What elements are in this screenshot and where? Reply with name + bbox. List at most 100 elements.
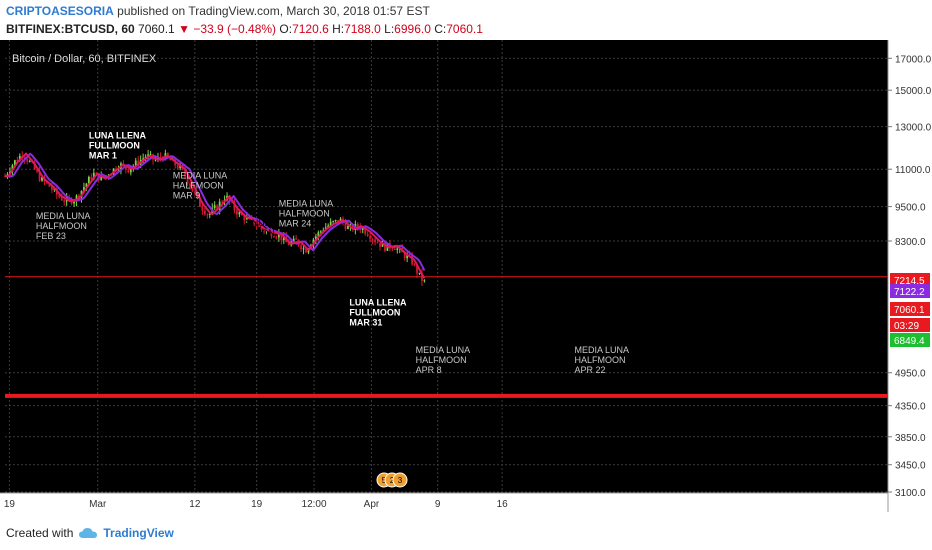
candle-body <box>381 242 384 247</box>
candle-body <box>245 216 248 221</box>
candle-body <box>334 220 337 222</box>
low-label: L: <box>384 22 395 36</box>
annotation-line: NEWMOON <box>226 228 275 238</box>
candle-body <box>184 168 187 177</box>
y-tick-label: 4950.0 <box>895 369 926 380</box>
candle-body <box>48 182 51 187</box>
candle-body <box>273 236 275 238</box>
candle-body <box>391 248 394 250</box>
tradingview-brand[interactable]: TradingView <box>103 526 174 540</box>
candle-body <box>159 156 162 158</box>
candle-body <box>186 176 189 184</box>
chart-title: Bitcoin / Dollar, 60, BITFINEX <box>12 53 157 65</box>
candle-body <box>292 238 295 242</box>
y-tick-label: 4350.0 <box>895 402 926 413</box>
candle-body <box>90 176 93 180</box>
candle-body <box>216 205 219 210</box>
annotation-line: MAR 17 <box>226 238 259 248</box>
y-tick-label: 13000.0 <box>895 123 932 134</box>
annotation-line: MEDIA LUNA <box>36 211 91 221</box>
event-flag-icon[interactable] <box>392 472 408 488</box>
y-tick-label: 3100.0 <box>895 488 926 499</box>
candle-body <box>366 233 369 236</box>
candle-body <box>238 211 241 215</box>
price-marker-bg <box>890 284 930 298</box>
candle-body <box>218 201 221 210</box>
candle-body <box>203 210 206 215</box>
candle-body <box>189 183 191 188</box>
price-marker-label: 6849.4 <box>894 336 925 347</box>
candle-body <box>369 235 372 239</box>
annotation-line: MAR 31 <box>349 317 382 327</box>
y-tick-label: 15000.0 <box>895 86 932 97</box>
down-arrow-icon: ▼ <box>178 22 190 36</box>
candle-body <box>423 280 426 282</box>
x-tick-label: 19 <box>251 499 263 510</box>
price-marker-label: 7122.2 <box>894 287 925 298</box>
candle-body <box>63 200 66 202</box>
candle-body <box>317 232 320 237</box>
candle-body <box>243 215 246 221</box>
candle-body <box>194 191 196 194</box>
candle-body <box>60 197 63 201</box>
candle-body <box>28 161 31 163</box>
low-value: 6996.0 <box>394 22 431 36</box>
candle-body <box>319 231 322 233</box>
candle-body <box>206 214 209 216</box>
candle-body <box>142 158 145 160</box>
x-tick-label: 12:00 <box>302 499 327 510</box>
candle-body <box>371 238 374 240</box>
author-link[interactable]: CRIPTOASESORIA <box>6 4 114 18</box>
y-tick-label: 3450.0 <box>895 461 926 472</box>
plot-background <box>0 40 888 493</box>
price-marker-bg <box>890 318 930 332</box>
candle-body <box>302 248 305 250</box>
candle-body <box>361 228 364 231</box>
annotation-line: MEDIA LUNA <box>173 171 228 181</box>
annotation-line: NEWMOON <box>491 408 540 418</box>
candle-body <box>122 163 125 165</box>
candle-body <box>396 248 399 250</box>
candle-body <box>191 187 194 192</box>
candle-body <box>213 205 216 208</box>
y-tick-label: 8300.0 <box>895 237 926 248</box>
candle-body <box>78 195 80 198</box>
candle-body <box>149 154 152 156</box>
candle-body <box>277 233 280 238</box>
candle-body <box>134 160 137 167</box>
grid: 17000.0 15000.0 13000.0 11000.0 9500.0 8300.0… <box>4 40 932 510</box>
price-marker: 7214.5 <box>890 273 930 287</box>
candle-body <box>13 160 16 166</box>
candle-body <box>344 222 347 229</box>
x-tick-label: 16 <box>497 499 509 510</box>
price-chart[interactable]: 17000.0 15000.0 13000.0 11000.0 9500.0 8300.0… <box>0 40 932 520</box>
open-value: 7120.6 <box>292 22 329 36</box>
price-marker: 6849.4 <box>890 333 930 347</box>
footer: Created with TradingView <box>6 526 174 540</box>
candle-body <box>403 252 406 259</box>
annotation-line: HALFMOON <box>173 181 224 191</box>
annotation-line: MAR 24 <box>279 219 312 229</box>
price-marker-bg <box>890 273 930 287</box>
x-tick-label: 12 <box>189 499 201 510</box>
candle-body <box>379 242 381 247</box>
candle-body <box>41 177 43 181</box>
y-tick-label: 17000.0 <box>895 54 932 65</box>
candle-body <box>347 226 349 229</box>
annotation-line: APR 8 <box>416 365 442 375</box>
y-tick-label: 9500.0 <box>895 203 926 214</box>
candle-body <box>332 221 335 223</box>
tradingview-cloud-icon <box>79 528 98 538</box>
candle-body <box>154 159 157 161</box>
candle-body <box>411 255 413 265</box>
candle-body <box>85 183 88 188</box>
time-axis-background <box>0 493 888 520</box>
annotation-line: APR 15 <box>491 418 522 428</box>
annotation-line: FEB 23 <box>36 231 66 241</box>
candle-body <box>73 201 75 204</box>
candle-body <box>416 264 418 274</box>
annotation-line: HALFMOON <box>36 221 87 231</box>
open-label: O: <box>279 22 293 36</box>
